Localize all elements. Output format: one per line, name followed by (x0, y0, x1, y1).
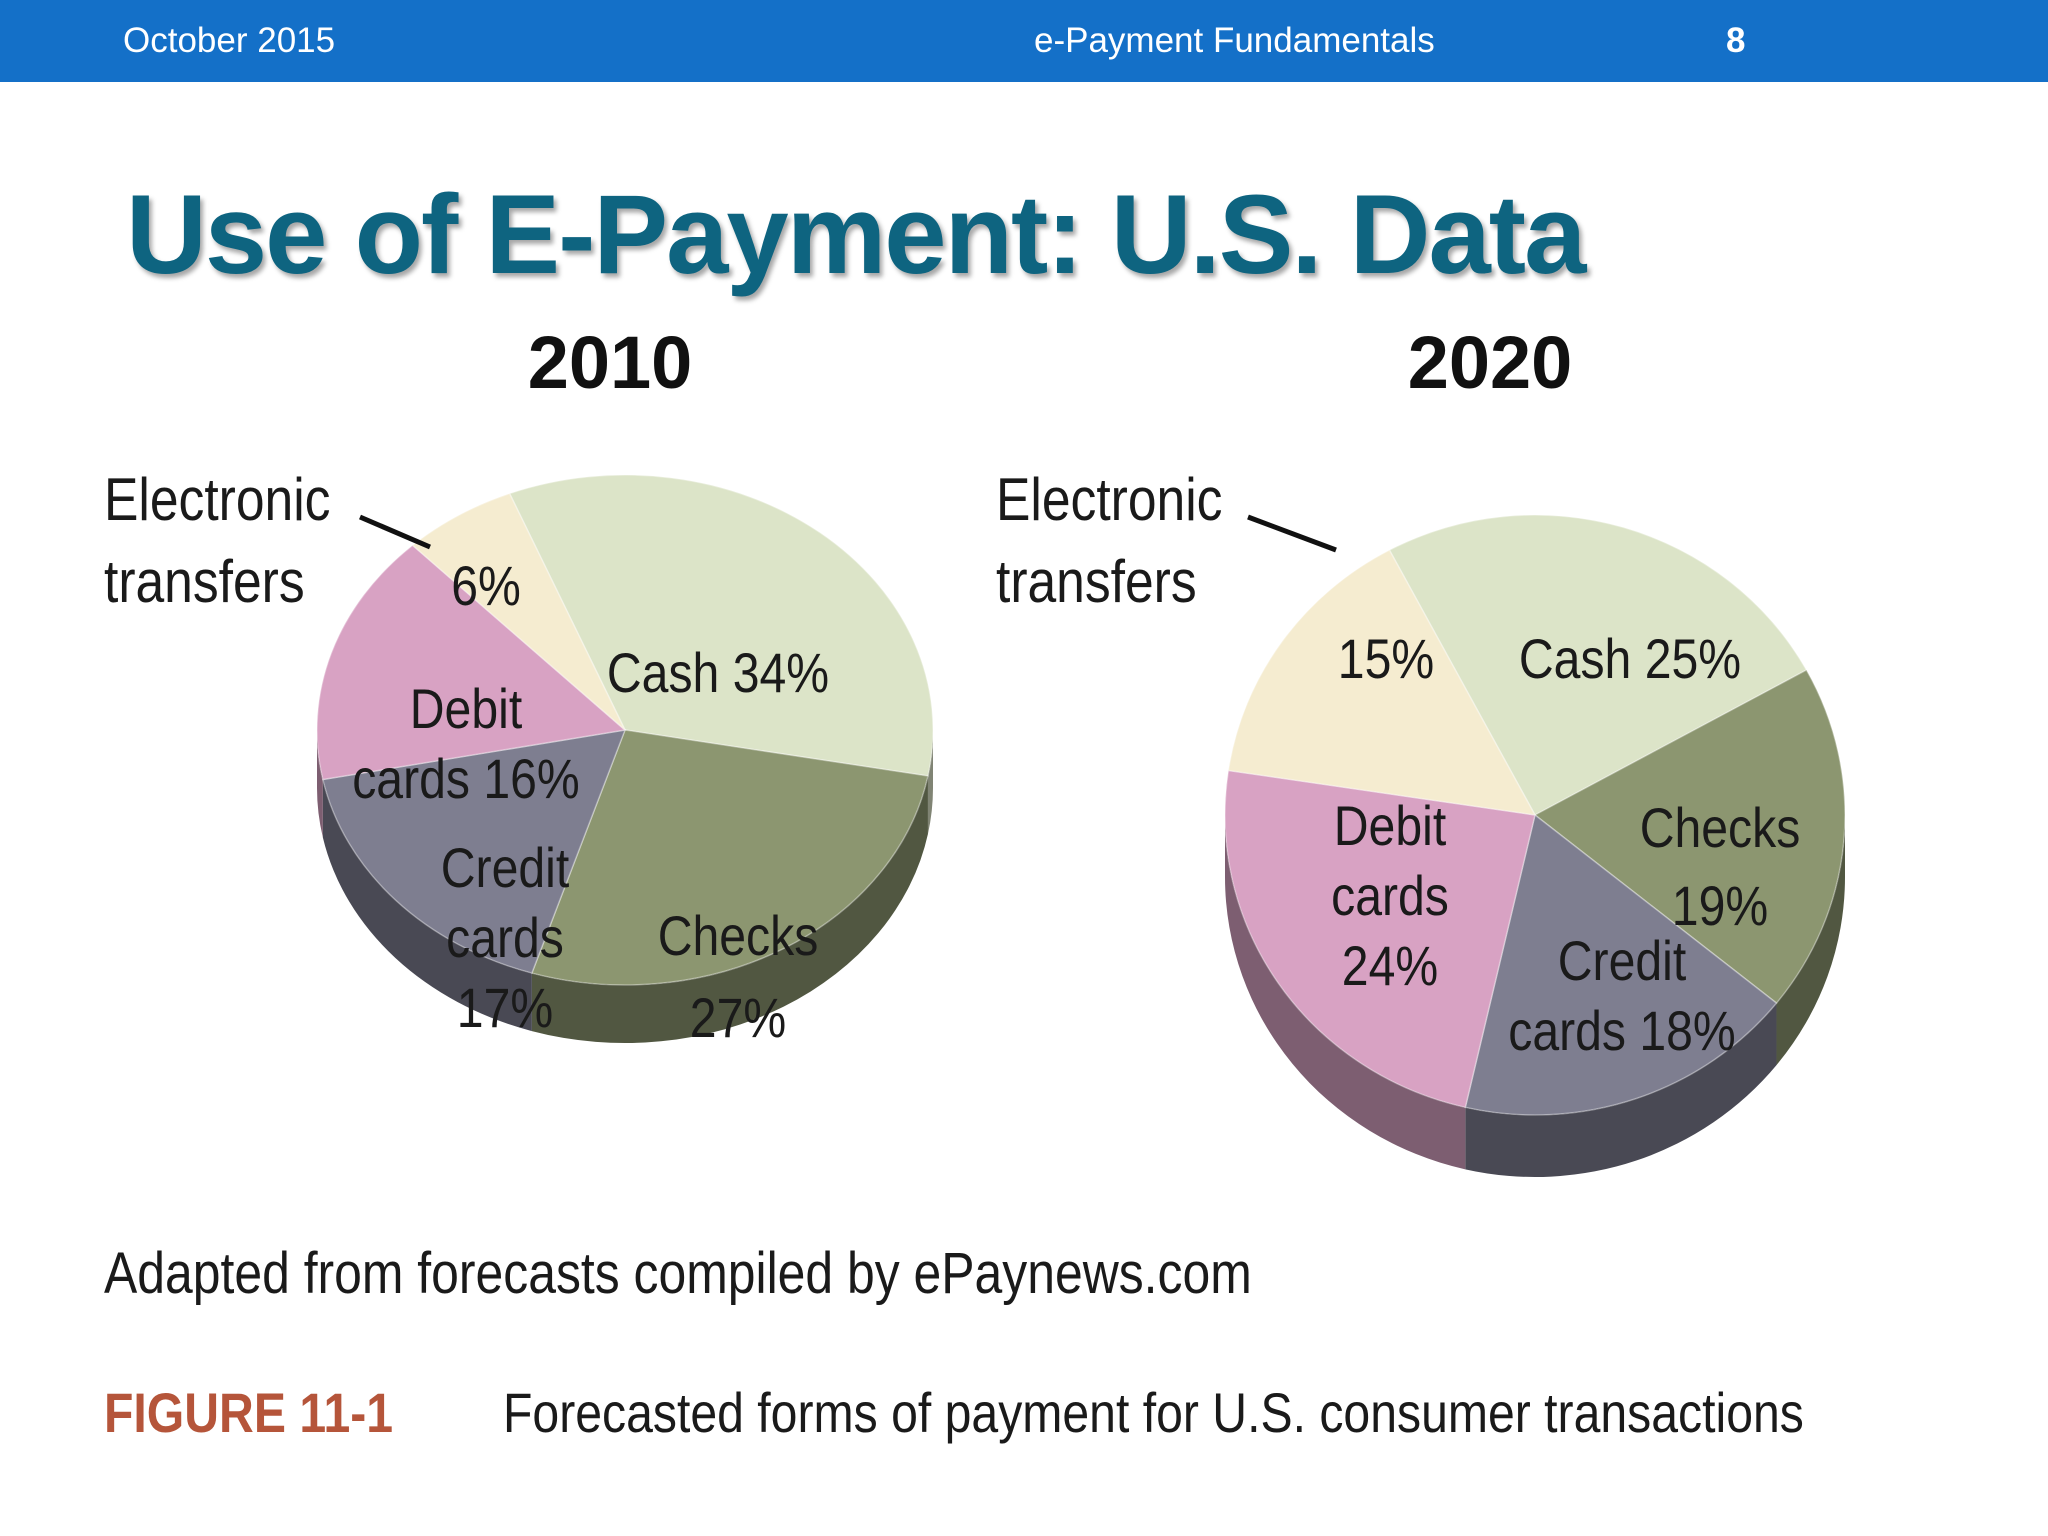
header-title: e-Payment Fundamentals (1034, 21, 1435, 60)
pie-slice-debit (316, 544, 627, 781)
pie-slice-credit (1464, 813, 1778, 1116)
slide-header-bar: October 2015 e-Payment Fundamentals 8 (0, 0, 2048, 82)
slice-label-credit: Credit cards 17% (441, 838, 570, 1040)
chart-title: 2020 (1408, 321, 1573, 404)
pie-slice-debit (1224, 769, 1536, 1109)
pie-slice-cash (1388, 514, 1808, 817)
pie-side-checks (531, 776, 928, 1043)
chart-title: 2010 (528, 321, 693, 404)
pie-side-credit (1465, 1003, 1777, 1177)
slice-label-credit: Credit cards 18% (1508, 931, 1736, 1063)
pie-slice-cash (508, 474, 934, 777)
pie-side-credit (322, 779, 532, 1032)
slice-label-cash: Cash 34% (607, 643, 829, 705)
callout-leader-line (359, 514, 431, 550)
pie-slice-checks (1533, 669, 1846, 1005)
figure-caption: Forecasted forms of payment for U.S. con… (503, 1381, 1804, 1444)
pie-side-cash (927, 730, 933, 835)
pie-chart-2020: 2020 Cash 25% Checks 19%Credit cards 18% Debi… (996, 321, 1846, 1177)
pie-slice-electronic (1227, 549, 1537, 816)
pie-chart-2010: 2010 Cash 34% Checks 27% Credit cards 17% Debit… (104, 321, 934, 1050)
slice-label-debit: Debit cards 24% (1331, 796, 1449, 998)
slice-label-electronic: 15% (1338, 629, 1434, 691)
pie-slice-electronic (411, 492, 626, 731)
callout-electronic-transfers: Electronic transfers (996, 465, 1222, 615)
pie-slice-checks (530, 729, 929, 986)
figure-label: FIGURE 11-1 (104, 1381, 394, 1444)
source-note: Adapted from forecasts compiled by ePayn… (104, 1241, 1252, 1306)
slice-label-cash: Cash 25% (1519, 629, 1741, 691)
slice-label-checks: Checks 19% (1640, 798, 1801, 938)
header-date: October 2015 (123, 21, 336, 60)
slide-title: Use of E-Payment: U.S. Data (126, 172, 1586, 297)
slice-label-debit: Debit cards 16% (352, 679, 580, 811)
callout-electronic-transfers: Electronic transfers (104, 465, 330, 615)
callout-leader-line (1247, 514, 1337, 553)
pie-slice-credit (321, 729, 627, 974)
pie-side-debit (317, 730, 323, 838)
slice-label-checks: Checks 27% (658, 906, 819, 1050)
pie-side-debit (1225, 815, 1466, 1170)
slice-label-electronic: 6% (451, 556, 521, 618)
page-number: 8 (1726, 21, 1746, 60)
pie-side-checks (1776, 815, 1845, 1066)
